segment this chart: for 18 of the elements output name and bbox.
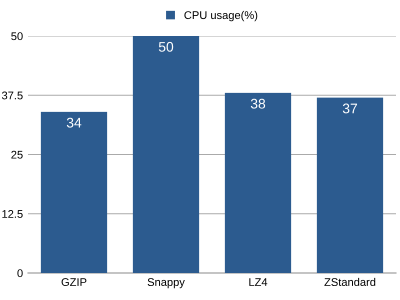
data-label: 37 [342, 104, 358, 114]
bar [132, 36, 200, 273]
y-tick-label: 50 [11, 32, 23, 40]
x-tick-label: GZIP [62, 278, 86, 286]
bar [40, 112, 108, 273]
data-label: 50 [158, 42, 174, 52]
x-tick-label: LZ4 [249, 278, 268, 286]
y-tick-label: 37.5 [2, 92, 23, 100]
legend-label: CPU usage(%) [184, 10, 258, 22]
data-label: 38 [250, 98, 266, 109]
data-label: 34 [66, 118, 82, 128]
bar [224, 92, 292, 273]
y-tick-label: 0 [17, 269, 23, 278]
y-tick-label: 12.5 [2, 210, 23, 218]
x-tick-label: ZStandard [324, 278, 376, 286]
bar [316, 98, 384, 273]
y-tick-label: 25 [11, 150, 23, 159]
x-tick-label: Snappy [148, 278, 185, 288]
